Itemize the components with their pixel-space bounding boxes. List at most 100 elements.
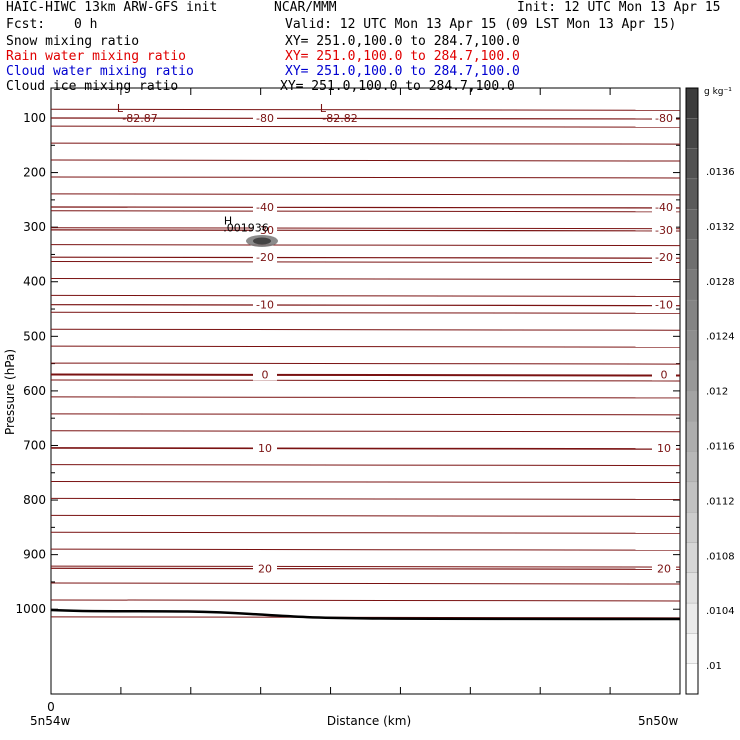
y-tick-label: 500 — [23, 329, 46, 343]
terrain-line — [50, 608, 681, 621]
contour-label: -40 — [256, 201, 274, 214]
isotherm-line — [50, 497, 681, 501]
contour-label-bg — [652, 250, 676, 264]
contour-label: 0 — [262, 369, 269, 382]
plot-title: HAIC-HIWC 13km ARW-GFS init — [6, 0, 218, 15]
contour-label-bg — [253, 250, 277, 264]
y-tick-label: 900 — [23, 548, 46, 562]
colorbar-swatch — [685, 481, 699, 513]
isotherm-line — [50, 413, 681, 416]
contour-label-bg — [253, 441, 277, 455]
isotherm-line — [50, 243, 681, 247]
colorbar-swatch — [685, 512, 699, 543]
contour-label: -20 — [655, 251, 673, 264]
contour-label: 10 — [657, 442, 671, 455]
x-axis-title: Distance (km) — [327, 714, 411, 728]
extremum-annotation: L — [117, 102, 124, 115]
colorbar-frame — [685, 87, 699, 695]
isotherm-line — [50, 379, 681, 382]
colorbar-swatch — [685, 299, 699, 331]
colorbar-label: .0132 — [706, 222, 735, 233]
x-tick-label-right: 5n50w — [638, 714, 679, 728]
contour-label-bg — [652, 297, 676, 311]
colorbar-swatch — [685, 269, 699, 301]
isotherm-line — [50, 108, 681, 111]
extremum-annotation: .001936 — [223, 222, 269, 235]
isotherm-line — [50, 463, 681, 467]
contour-label: -30 — [256, 224, 274, 237]
isotherm-line — [50, 328, 681, 331]
contour-label-bg — [253, 367, 277, 381]
terrain-surface — [50, 608, 681, 621]
contour-label: 10 — [258, 442, 272, 455]
forecast-label: Fcst: — [6, 17, 46, 32]
isotherm-line — [50, 396, 681, 399]
colorbar-label: .0128 — [706, 277, 735, 288]
colorbar-swatch — [685, 633, 699, 664]
isotherm-line — [50, 159, 681, 162]
colorbar-swatch — [685, 239, 699, 270]
colorbar-swatch — [685, 118, 699, 149]
contour-label-bg — [652, 367, 676, 381]
isotherm-line — [50, 565, 681, 568]
y-tick-label: 300 — [23, 220, 46, 234]
isotherm-line — [50, 548, 681, 551]
contour-label: -30 — [655, 224, 673, 237]
isotherm-line — [50, 277, 681, 281]
isotherm-labeled-line — [50, 117, 681, 120]
contour-label-bg — [652, 111, 676, 124]
y-tick-label: 400 — [23, 275, 46, 289]
plot-frame — [50, 87, 681, 695]
contour-label: -10 — [655, 299, 673, 312]
y-tick-label: 600 — [23, 384, 46, 398]
x-tick-label-0: 0 — [47, 700, 55, 714]
extremum-annotation: -82.87 — [122, 112, 157, 125]
field-cloudice-name: Cloud ice mixing ratio — [6, 79, 179, 94]
isotherm-line — [50, 345, 681, 348]
forecast-value: 0 h — [74, 17, 98, 32]
contour-label-bg — [652, 561, 676, 575]
isotherm-labeled-line — [50, 229, 681, 232]
y-tick-label: 100 — [23, 111, 46, 125]
colorbar-swatch — [685, 148, 699, 180]
colorbar-label: .0104 — [706, 606, 735, 617]
colorbar-label: .012 — [706, 387, 728, 398]
field-snow-name: Snow mixing ratio — [6, 34, 140, 49]
extremum-annotation: L — [320, 102, 327, 115]
isotherm-line — [50, 260, 681, 264]
colorbar-swatch — [685, 209, 699, 240]
extremum-annotation: -82.82 — [322, 112, 357, 125]
isotherm-labeled-line — [50, 304, 681, 307]
colorbar-swatch — [685, 360, 699, 392]
colorbar-label: .0112 — [706, 496, 735, 507]
field-snow-xy: XY= 251.0,100.0 to 284.7,100.0 — [285, 34, 520, 49]
colorbar-swatch — [685, 542, 699, 573]
colorbar-label: .0124 — [706, 332, 735, 343]
colorbar-swatch — [685, 87, 699, 119]
isotherm-line — [50, 311, 681, 315]
isotherm-line — [50, 514, 681, 518]
colorbar-swatch — [685, 330, 699, 361]
field-cloudice-xy: XY= 251.0,100.0 to 284.7,100.0 — [280, 79, 515, 94]
colorbar-unit: g kg⁻¹ — [704, 87, 732, 97]
y-tick-label: 800 — [23, 493, 46, 507]
colorbar-swatch — [685, 663, 699, 695]
org-label: NCAR/MMM — [274, 0, 337, 15]
contour-label-bg — [652, 199, 676, 213]
colorbar: .0136 .0132 .0128 .0124 .012 .0116 .0112 .0108.… — [685, 87, 735, 695]
colorbar-label: .0108 — [706, 551, 735, 562]
y-tick-label: 1000 — [15, 602, 46, 616]
isotherm-labeled-line — [50, 206, 681, 209]
x-tick-label-left: 5n54w — [30, 714, 71, 728]
isotherm-line — [50, 531, 681, 534]
colorbar-swatch — [685, 602, 699, 634]
isotherm-line — [50, 176, 681, 179]
field-cloudwater-name: Cloud water mixing ratio — [6, 64, 194, 79]
colorbar-label: .0116 — [706, 442, 735, 453]
field-rain-name: Rain water mixing ratio — [6, 49, 187, 64]
contour-label: -20 — [256, 251, 274, 264]
colorbar-swatch — [685, 572, 699, 604]
contour-label: -80 — [256, 112, 274, 125]
